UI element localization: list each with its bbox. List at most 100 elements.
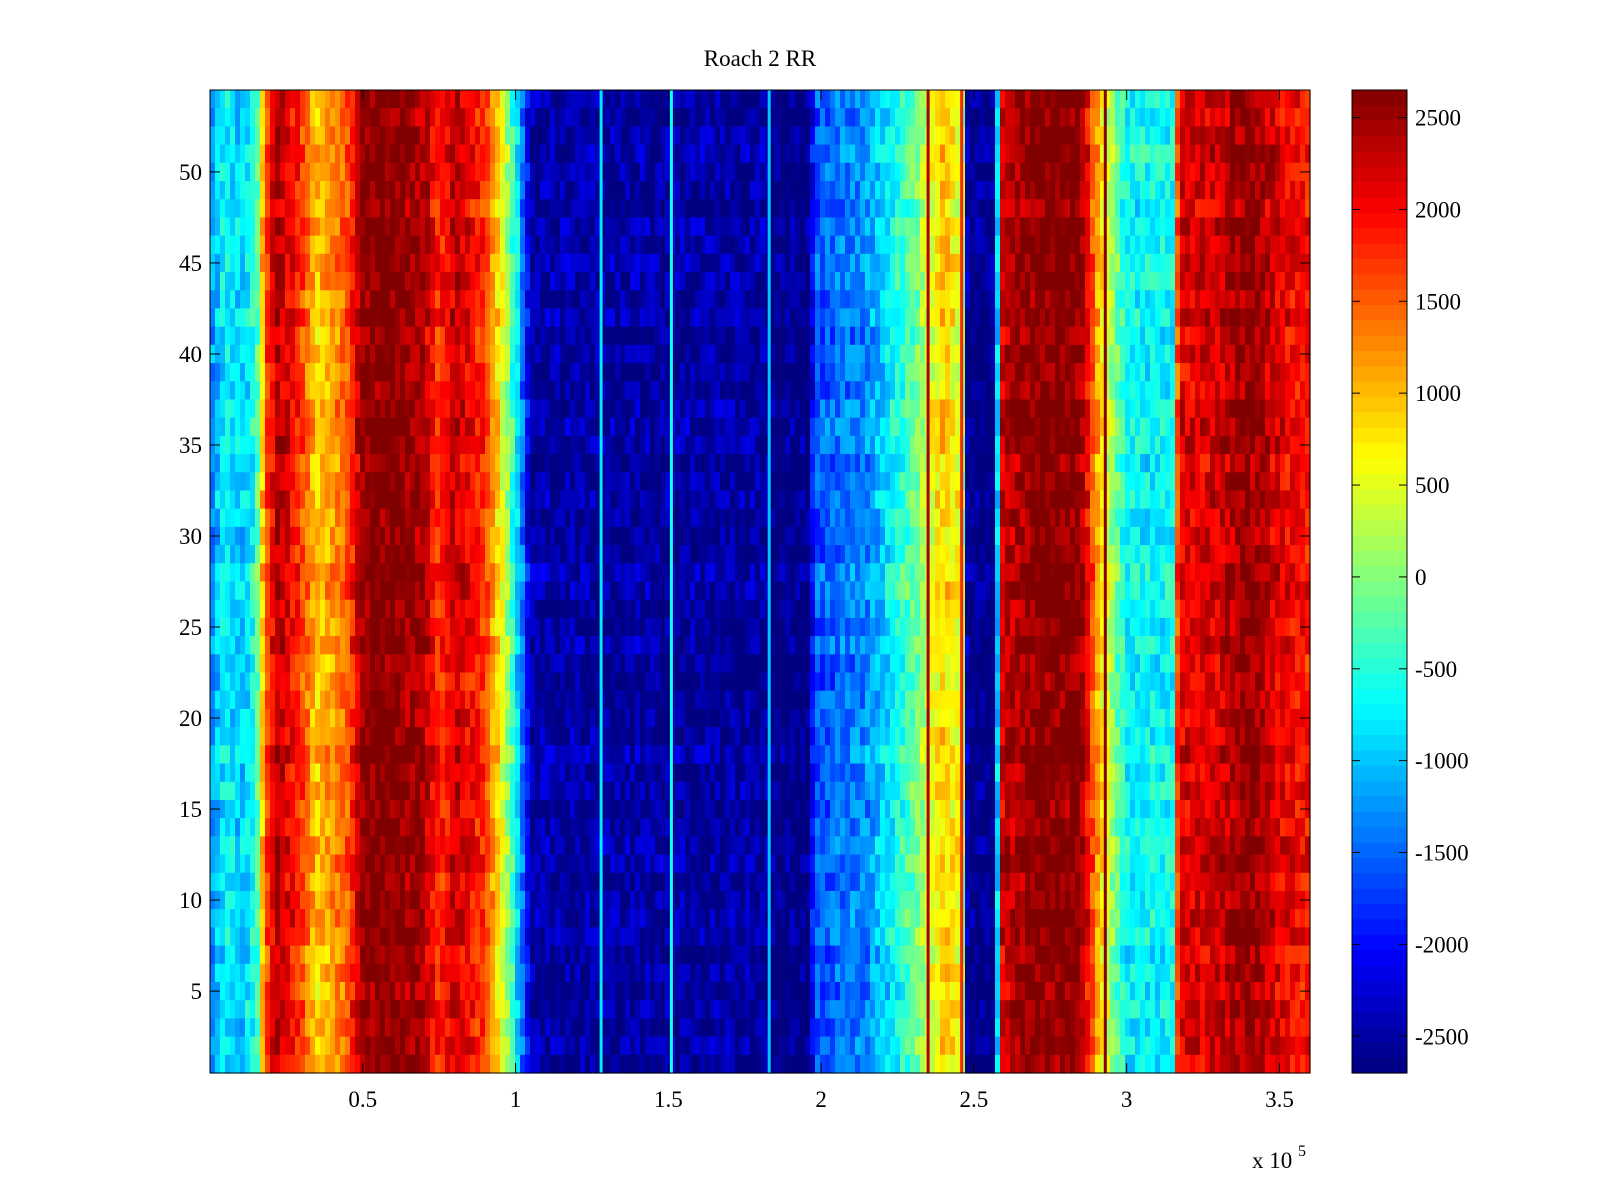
heatmap-cell bbox=[1000, 290, 1006, 310]
heatmap-cell bbox=[615, 181, 621, 200]
heatmap-cell bbox=[750, 454, 756, 473]
heatmap-cell bbox=[230, 417, 236, 437]
heatmap-cell bbox=[815, 472, 821, 492]
heatmap-cell bbox=[540, 253, 546, 273]
heatmap-cell bbox=[470, 326, 476, 346]
heatmap-cell bbox=[1195, 235, 1201, 255]
heatmap-cell bbox=[300, 381, 306, 401]
heatmap-cell bbox=[770, 90, 776, 109]
heatmap-cell bbox=[540, 399, 546, 419]
heatmap-cell bbox=[515, 381, 521, 401]
heatmap-cell bbox=[690, 417, 696, 437]
heatmap-cell bbox=[660, 90, 666, 109]
heatmap-cell bbox=[305, 235, 311, 255]
heatmap-cell bbox=[260, 435, 266, 455]
heatmap-cell bbox=[945, 162, 951, 182]
heatmap-cell bbox=[845, 417, 851, 437]
heatmap-cell bbox=[945, 326, 951, 346]
heatmap-cell bbox=[990, 199, 996, 219]
heatmap-cell bbox=[1255, 126, 1261, 146]
heatmap-cell bbox=[280, 199, 286, 219]
heatmap-cell bbox=[350, 126, 356, 146]
heatmap-cell bbox=[985, 417, 991, 437]
heatmap-cell bbox=[880, 272, 886, 291]
heatmap-cell bbox=[710, 181, 716, 200]
heatmap-cell bbox=[215, 199, 221, 219]
heatmap-cell bbox=[1190, 162, 1196, 182]
heatmap-cell bbox=[440, 308, 446, 328]
heatmap-cell bbox=[845, 199, 851, 219]
heatmap-cell bbox=[660, 235, 666, 255]
heatmap-cell bbox=[1215, 162, 1221, 182]
heatmap-cell bbox=[225, 90, 231, 109]
heatmap-cell bbox=[1275, 253, 1281, 273]
heatmap-cell bbox=[455, 272, 461, 291]
heatmap-cell bbox=[760, 199, 766, 219]
heatmap-cell bbox=[1170, 144, 1176, 164]
heatmap-cell bbox=[935, 344, 941, 364]
heatmap-cell bbox=[1270, 363, 1276, 382]
heatmap-cell bbox=[560, 181, 566, 200]
heatmap-cell bbox=[780, 290, 786, 310]
heatmap-cell bbox=[945, 490, 951, 510]
heatmap-cell bbox=[690, 272, 696, 291]
heatmap-cell bbox=[855, 344, 861, 364]
heatmap-cell bbox=[600, 417, 606, 437]
heatmap-cell bbox=[995, 126, 1001, 146]
heatmap-cell bbox=[270, 490, 276, 510]
heatmap-cell bbox=[860, 272, 866, 291]
heatmap-cell bbox=[990, 272, 996, 291]
heatmap-cell bbox=[1105, 472, 1111, 492]
heatmap-cell bbox=[1245, 454, 1251, 473]
heatmap-cell bbox=[320, 235, 326, 255]
heatmap-cell bbox=[405, 490, 411, 510]
heatmap-cell bbox=[1015, 290, 1021, 310]
heatmap-cell bbox=[920, 399, 926, 419]
heatmap-cell bbox=[1000, 90, 1006, 109]
heatmap-cell bbox=[460, 144, 466, 164]
heatmap-cell bbox=[685, 308, 691, 328]
heatmap-cell bbox=[420, 363, 426, 382]
heatmap-cell bbox=[485, 217, 491, 237]
heatmap-cell bbox=[725, 454, 731, 473]
heatmap-cell bbox=[1045, 162, 1051, 182]
heatmap-cell bbox=[1095, 435, 1101, 455]
heatmap-cell bbox=[975, 126, 981, 146]
heatmap-cell bbox=[1295, 217, 1301, 237]
heatmap-cell bbox=[260, 326, 266, 346]
heatmap-cell bbox=[1005, 162, 1011, 182]
heatmap-cell bbox=[770, 144, 776, 164]
heatmap-cell bbox=[235, 363, 241, 382]
heatmap-cell bbox=[490, 399, 496, 419]
heatmap-cell bbox=[210, 472, 216, 492]
heatmap-cell bbox=[1140, 381, 1146, 401]
heatmap-cell bbox=[1155, 363, 1161, 382]
heatmap-cell bbox=[1245, 381, 1251, 401]
heatmap-cell bbox=[300, 90, 306, 109]
heatmap-cell bbox=[610, 344, 616, 364]
heatmap-cell bbox=[285, 290, 291, 310]
heatmap-cell bbox=[1230, 472, 1236, 492]
heatmap-cell bbox=[635, 417, 641, 437]
heatmap-cell bbox=[495, 126, 501, 146]
heatmap-cell bbox=[850, 217, 856, 237]
heatmap-cell bbox=[715, 108, 721, 127]
heatmap-cell bbox=[470, 363, 476, 382]
heatmap-cell bbox=[730, 217, 736, 237]
heatmap-cell bbox=[1210, 272, 1216, 291]
heatmap-cell bbox=[305, 181, 311, 200]
heatmap-cell bbox=[1120, 108, 1126, 127]
heatmap-cell bbox=[1110, 181, 1116, 200]
heatmap-cell bbox=[535, 144, 541, 164]
heatmap-cell bbox=[855, 126, 861, 146]
heatmap-cell bbox=[1075, 272, 1081, 291]
heatmap-cell bbox=[850, 381, 856, 401]
heatmap-cell bbox=[780, 253, 786, 273]
heatmap-cell bbox=[255, 326, 261, 346]
heatmap-cell bbox=[975, 272, 981, 291]
heatmap-cell bbox=[1120, 308, 1126, 328]
heatmap-cell bbox=[1255, 417, 1261, 437]
heatmap-cell bbox=[905, 253, 911, 273]
heatmap-cell bbox=[330, 490, 336, 510]
heatmap-cell bbox=[1130, 344, 1136, 364]
